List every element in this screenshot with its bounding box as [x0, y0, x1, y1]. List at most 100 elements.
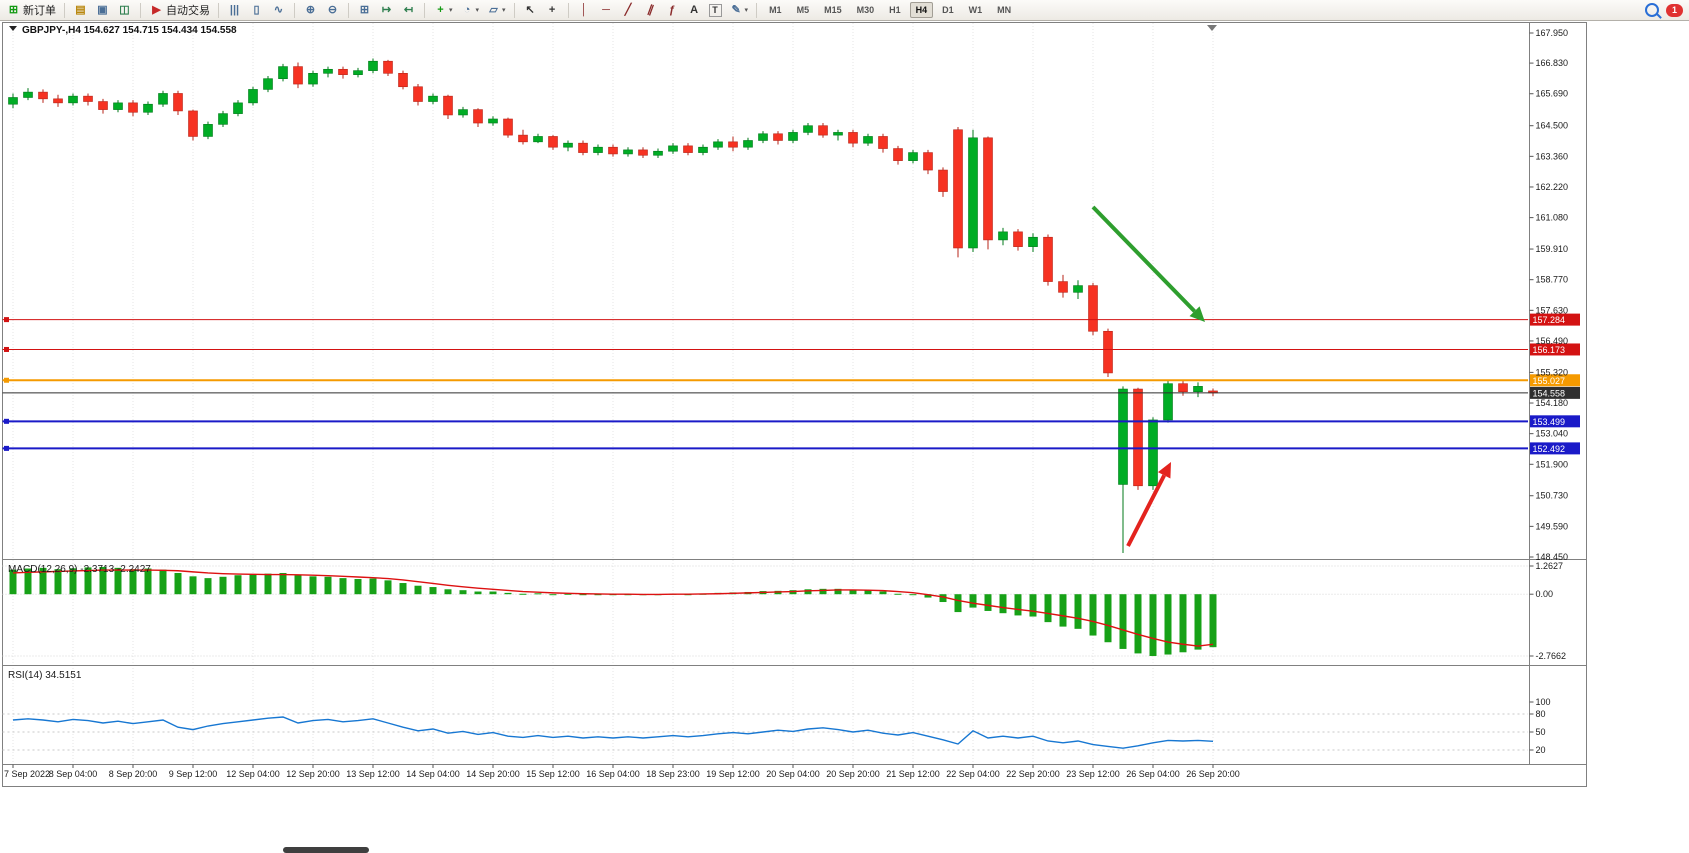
candle-body [923, 152, 933, 171]
time-axis-label: 15 Sep 12:00 [526, 769, 580, 779]
timeframe-h1-button[interactable]: H1 [889, 5, 901, 15]
text-button[interactable]: A [684, 0, 705, 20]
trendline-button[interactable]: ╱ [618, 0, 639, 20]
text-label-button[interactable]: T [706, 0, 725, 20]
cursor-icon: ↖ [525, 3, 535, 16]
macd-scale-label: 1.2627 [1536, 561, 1564, 571]
candle-body [443, 95, 453, 116]
candle [533, 133, 543, 144]
candle-body [323, 68, 333, 74]
horizontal-line-button[interactable]: ─ [596, 0, 617, 20]
price-tag-label: 156.173 [1533, 345, 1566, 355]
candle-body [563, 142, 573, 148]
candle [1043, 234, 1053, 286]
line-chart-button[interactable]: ∿ [268, 0, 289, 20]
indicators-dropdown-icon[interactable]: ▾ [449, 7, 453, 14]
candle [1058, 274, 1068, 298]
crosshair-button[interactable]: + [542, 0, 563, 20]
templates-button[interactable]: ▱ ▾ [483, 0, 509, 20]
timeframe-m30-button[interactable]: M30 [856, 5, 875, 15]
shapes-dropdown-icon[interactable]: ▾ [744, 7, 749, 14]
candle [1163, 379, 1173, 423]
candle [548, 135, 558, 150]
toolbar-separator [756, 2, 758, 18]
timeframe-mn-button[interactable]: MN [997, 5, 1012, 15]
candle-body [293, 66, 303, 85]
vertical-line-button[interactable]: │ [574, 0, 595, 20]
price-tag [1529, 313, 1580, 326]
candlestick-chart-button[interactable]: ▯ [246, 0, 267, 20]
horizontal-line-object[interactable]: 157.284 [2, 313, 1581, 326]
shapes-button[interactable]: ✎ ▾ [726, 0, 752, 20]
horizontal-line-object[interactable]: 155.027 [2, 374, 1581, 387]
horizontal-line-object[interactable]: 156.173 [2, 343, 1581, 356]
candle [998, 227, 1008, 246]
candle-body [413, 86, 423, 102]
candle-body [593, 146, 603, 153]
price-axis-label: 156.490 [1536, 336, 1569, 346]
candle-body [998, 231, 1008, 241]
equidistant-channel-button[interactable]: ∥ [640, 0, 661, 20]
periods-button[interactable]: ◔ ▾ [457, 0, 483, 20]
timeframe-m15-button[interactable]: M15 [824, 5, 842, 15]
red-arrow-object[interactable] [1126, 462, 1171, 547]
toolbar-separator [424, 2, 425, 18]
timeframe-d1-button[interactable]: D1 [942, 5, 954, 15]
timeframe-m1-button[interactable]: M1 [769, 5, 782, 15]
candle-body [728, 141, 738, 148]
candle [1133, 387, 1143, 490]
line-anchor[interactable] [4, 445, 9, 451]
candle-body [1043, 236, 1053, 282]
data-window-button[interactable]: ▣ [92, 0, 113, 20]
search-icon[interactable] [1645, 3, 1659, 17]
chart-shift-icon: ↤ [403, 3, 414, 16]
candle [788, 129, 798, 144]
timeframe-w1-button[interactable]: W1 [968, 5, 983, 15]
bar-chart-button[interactable]: ||| [224, 0, 245, 20]
candle-body [848, 132, 858, 144]
equidistant-channel-icon: ∥ [645, 2, 655, 17]
chart-shift-button[interactable]: ↤ [398, 0, 419, 20]
fibonacci-button[interactable]: ƒ [662, 0, 683, 20]
candle-body [1058, 281, 1068, 293]
autotrading-button[interactable]: ▶ 自动交易 [146, 0, 213, 20]
zoom-in-button[interactable]: ⊕ [300, 0, 321, 20]
time-axis-label: 23 Sep 12:00 [1066, 769, 1120, 779]
horizontal-line-object[interactable]: 152.492 [2, 442, 1581, 455]
price-tag-label: 157.284 [1533, 315, 1566, 325]
market-watch-button[interactable]: ▤ [70, 0, 91, 20]
candle-body [338, 68, 348, 75]
line-anchor[interactable] [4, 346, 9, 352]
price-tag [1529, 415, 1580, 428]
header-collapse-icon[interactable] [9, 26, 17, 31]
line-anchor[interactable] [4, 377, 9, 383]
horizontal-line-object[interactable]: 153.499 [2, 415, 1581, 428]
hscrollbar-thumb[interactable] [283, 847, 369, 853]
periods-dropdown-icon[interactable]: ▾ [475, 7, 480, 14]
notification-badge[interactable]: 1 [1666, 3, 1683, 17]
candle-body [308, 73, 318, 85]
green-arrow-object[interactable] [1091, 205, 1205, 322]
cursor-button[interactable]: ↖ [520, 0, 541, 20]
tile-windows-button[interactable]: ⊞ [354, 0, 375, 20]
indicators-button[interactable]: + ▾ [430, 0, 456, 20]
candle-body [938, 169, 948, 192]
time-axis-label: 18 Sep 23:00 [646, 769, 700, 779]
candle-body [188, 110, 198, 137]
time-axis-label: 14 Sep 04:00 [406, 769, 460, 779]
rsi-scale-label: 100 [1536, 697, 1551, 707]
terminal-button[interactable]: ◫ [114, 0, 135, 20]
candle [263, 75, 273, 93]
line-chart-icon: ∿ [273, 3, 284, 16]
line-anchor[interactable] [4, 418, 9, 424]
candle-body [653, 150, 663, 156]
line-anchor[interactable] [4, 317, 9, 323]
timeframe-m5-button[interactable]: M5 [796, 5, 810, 15]
timeframe-h4-button[interactable]: H4 [909, 2, 934, 18]
templates-dropdown-icon[interactable]: ▾ [502, 7, 506, 14]
chart-shift-icon[interactable] [1207, 25, 1217, 31]
zoom-out-button[interactable]: ⊖ [322, 0, 343, 20]
auto-scroll-button[interactable]: ↦ [376, 0, 397, 20]
new-order-button[interactable]: ⊞ 新订单 [3, 0, 59, 20]
candle [98, 98, 108, 114]
